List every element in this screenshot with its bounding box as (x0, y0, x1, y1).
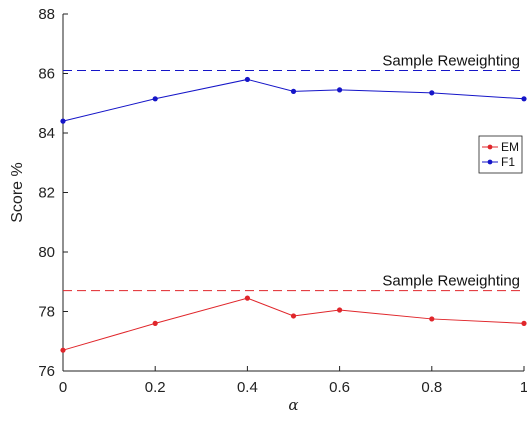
x-tick-label: 0.6 (329, 379, 350, 396)
data-point (60, 347, 66, 353)
x-tick-label: 0 (59, 379, 67, 396)
series-line (62, 78, 525, 122)
data-point (244, 76, 250, 83)
y-tick-label: 82 (38, 185, 55, 202)
data-point (60, 118, 66, 124)
data-point (337, 87, 343, 93)
x-tick-label: 1 (520, 379, 527, 396)
reference-lines: Sample Reweighting Sample Reweighting (63, 53, 524, 292)
y-tick-label: 78 (38, 304, 55, 321)
legend-swatch-marker (487, 159, 493, 165)
data-point (521, 320, 527, 326)
data-point (152, 96, 158, 102)
legend-label: EM (501, 140, 519, 154)
axes: 76 78 80 82 84 86 88 0 0.2 0.4 0.6 0.8 1 (38, 6, 527, 396)
x-axis-label: α (288, 396, 298, 414)
data-point (429, 90, 435, 96)
legend-item: EM (482, 140, 519, 154)
data-point (429, 316, 435, 322)
series-em (60, 295, 527, 353)
legend-item: F1 (482, 155, 515, 169)
series-layer (60, 76, 527, 353)
legend-swatch-marker (487, 144, 493, 150)
reference-line-label: Sample Reweighting (382, 53, 520, 70)
y-tick-label: 88 (38, 6, 55, 23)
legend-label: F1 (501, 155, 515, 169)
data-point (521, 96, 527, 102)
series-f1 (60, 76, 527, 124)
series-line (62, 297, 525, 351)
data-point (152, 320, 158, 326)
x-tick-label: 0.4 (237, 379, 258, 396)
y-tick-label: 76 (38, 363, 55, 380)
data-point (290, 313, 297, 319)
y-tick-label: 84 (38, 125, 55, 142)
legend-box (478, 135, 523, 174)
y-tick-label: 86 (38, 66, 55, 83)
x-tick-label: 0.2 (145, 379, 166, 396)
data-point (290, 88, 297, 94)
y-tick-label: 80 (38, 244, 55, 261)
data-point (244, 295, 250, 301)
y-axis-label: Score % (9, 162, 26, 222)
data-point (337, 307, 343, 313)
x-tick-label: 0.8 (421, 379, 442, 396)
reference-line-label: Sample Reweighting (382, 273, 520, 290)
